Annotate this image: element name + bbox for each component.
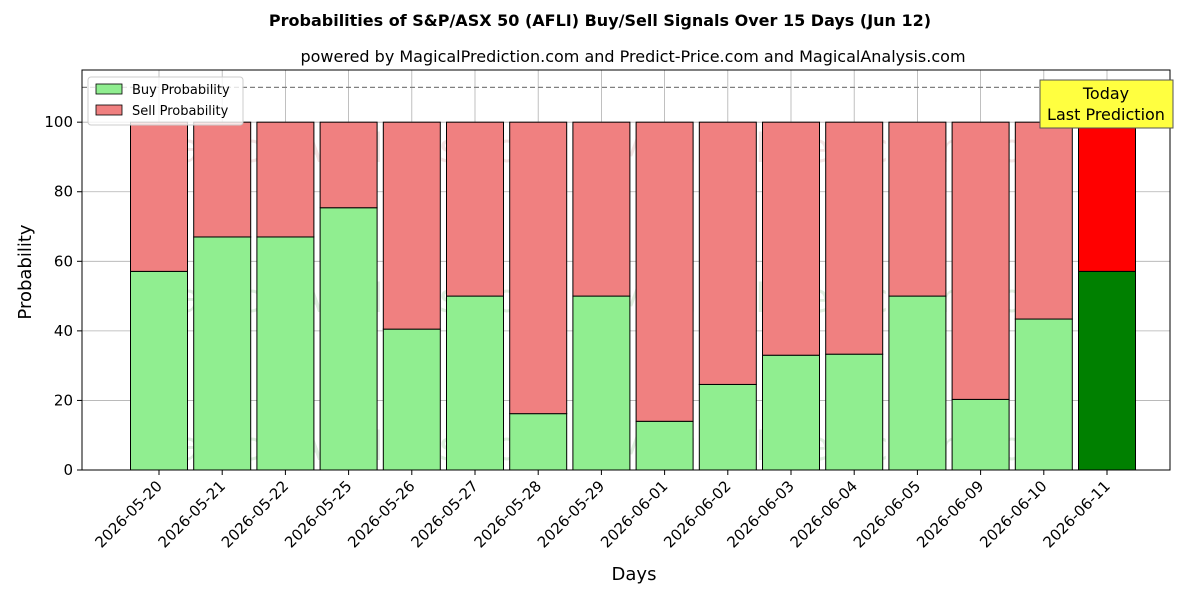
sell-bar (762, 121, 820, 356)
sell-bar (635, 121, 694, 422)
sell-bar (572, 121, 631, 297)
sell-bar (888, 121, 947, 297)
y-tick-label: 80 (54, 183, 73, 201)
legend-buy-swatch (95, 83, 123, 95)
buy-bar (698, 383, 757, 471)
buy-bar (1078, 270, 1136, 471)
sell-bar (1078, 121, 1136, 272)
buy-bar (446, 295, 504, 471)
sell-bar (1014, 121, 1073, 320)
x-tick-label: 2026-06-04 (787, 477, 861, 551)
sell-bar (951, 121, 1010, 400)
sell-bar (193, 121, 252, 238)
x-tick-label: 2026-06-10 (976, 477, 1050, 551)
buy-bar (635, 420, 694, 471)
chart-subtitle: powered by MagicalPrediction.com and Pre… (300, 47, 965, 66)
legend-sell-swatch (95, 104, 123, 116)
bar-layer (130, 121, 1136, 471)
sell-bar (256, 121, 315, 238)
legend-buy-label: Buy Probability (132, 83, 230, 98)
x-tick-label: 2026-05-26 (344, 477, 418, 551)
sell-bar (825, 121, 884, 355)
y-tick-label: 60 (54, 252, 73, 270)
buy-bar (951, 398, 1010, 471)
sell-bar (446, 121, 504, 297)
x-tick-label: 2026-05-20 (91, 477, 165, 551)
x-tick-label: 2026-05-21 (155, 477, 229, 551)
buy-bar (193, 236, 252, 471)
x-tick-label: 2026-05-28 (471, 477, 545, 551)
legend-sell-label: Sell Probability (132, 104, 229, 119)
sell-bar (509, 121, 568, 415)
x-tick-label: 2026-06-05 (850, 477, 924, 551)
x-tick-label: 2026-06-09 (913, 477, 987, 551)
annotation-line-2: Last Prediction (1047, 105, 1165, 124)
buy-bar (572, 295, 631, 471)
annotation-line-1: Today (1082, 84, 1129, 103)
buy-bar (509, 413, 568, 471)
x-tick-label: 2026-05-29 (534, 477, 608, 551)
sell-bar (130, 121, 188, 272)
y-axis-ticks: 0 20 40 60 80 100 (44, 113, 82, 479)
x-tick-label: 2026-06-02 (660, 477, 734, 551)
x-axis-label: Days (612, 564, 657, 585)
y-axis-label: Probability (15, 224, 36, 319)
buy-bar (256, 236, 315, 471)
y-tick-label: 20 (54, 391, 73, 409)
x-tick-label: 2026-06-03 (723, 477, 797, 551)
buy-bar (762, 354, 820, 471)
y-tick-label: 40 (54, 322, 73, 340)
buy-bar (888, 295, 947, 471)
x-axis-ticks: 2026-05-202026-05-212026-05-222026-05-25… (91, 470, 1114, 551)
x-tick-label: 2026-06-01 (597, 477, 671, 551)
buy-bar (1014, 318, 1073, 471)
sell-bar (319, 121, 378, 209)
chart-title: Probabilities of S&P/ASX 50 (AFLI) Buy/S… (269, 11, 931, 30)
today-annotation: Today Last Prediction (1039, 79, 1174, 129)
x-tick-label: 2026-05-27 (407, 477, 481, 551)
plot-frame (81, 69, 1171, 471)
buy-bar (382, 328, 441, 471)
sell-bar (698, 121, 757, 385)
buy-bar (130, 270, 188, 471)
buy-bar (319, 207, 378, 471)
annotation-box (1039, 79, 1174, 129)
x-tick-label: 2026-05-25 (281, 477, 355, 551)
legend-box (87, 76, 244, 126)
y-tick-label: 100 (44, 113, 73, 131)
x-tick-label: 2026-06-11 (1039, 477, 1113, 551)
legend: Buy Probability Sell Probability (87, 76, 244, 126)
sell-bar (382, 121, 441, 330)
y-tick-label: 0 (63, 461, 73, 479)
buy-bar (825, 353, 884, 471)
x-tick-label: 2026-05-22 (218, 477, 292, 551)
